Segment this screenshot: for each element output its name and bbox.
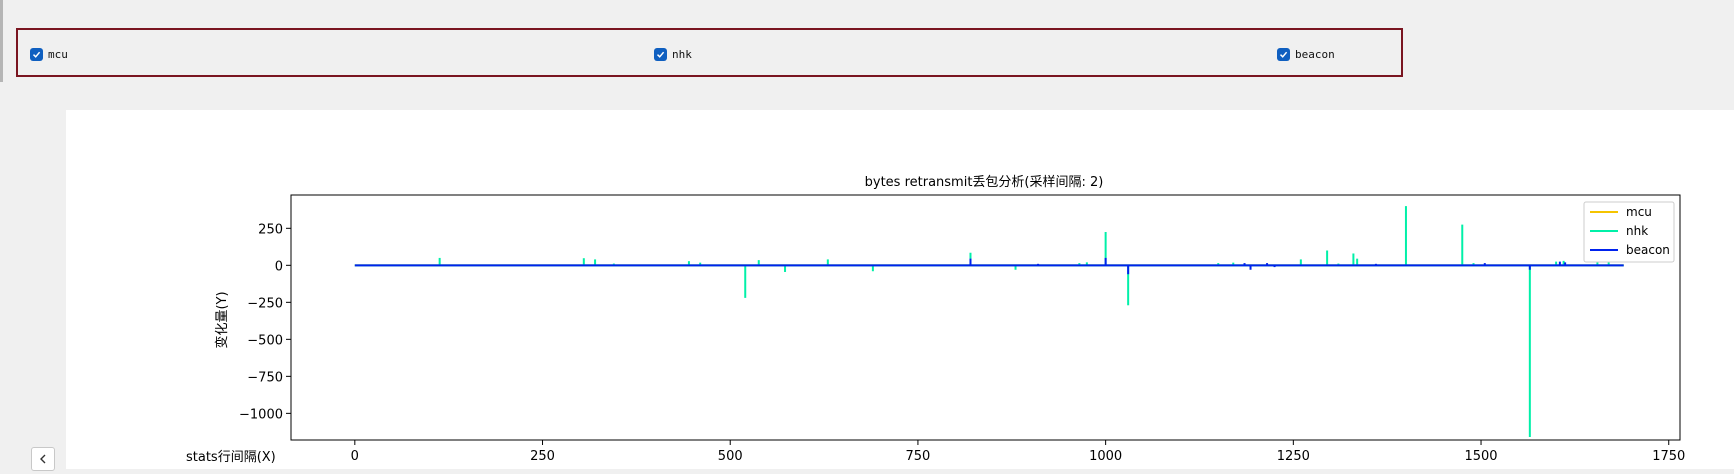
check-icon <box>32 51 41 58</box>
filter-label-nhk: nhk <box>672 48 692 61</box>
legend-beacon-label: beacon <box>1626 243 1670 257</box>
chart-panel <box>66 110 1734 469</box>
legend-mcu-label: mcu <box>1626 205 1652 219</box>
y-tick-label: −1000 <box>239 407 283 422</box>
series-beacon <box>354 257 1624 275</box>
nhk-checkbox[interactable] <box>654 48 667 61</box>
x-tick-label: 1250 <box>1277 449 1310 464</box>
series-filter-panel: mcu nhk beacon <box>16 28 1403 77</box>
check-icon <box>1279 51 1288 58</box>
beacon-checkbox[interactable] <box>1277 48 1290 61</box>
collapse-sidebar-button[interactable] <box>31 447 55 471</box>
filter-label-mcu: mcu <box>48 48 68 61</box>
x-tick-label: 0 <box>351 449 359 464</box>
y-tick-label: −750 <box>247 370 283 385</box>
y-tick-label: −250 <box>247 296 283 311</box>
legend-nhk-label: nhk <box>1626 224 1648 238</box>
filter-mcu[interactable]: mcu <box>30 48 68 61</box>
series-nhk <box>354 206 1624 438</box>
window-edge <box>0 0 3 82</box>
x-tick-label: 1750 <box>1652 449 1685 464</box>
y-tick-label: 250 <box>258 222 283 237</box>
mcu-checkbox[interactable] <box>30 48 43 61</box>
check-icon <box>656 51 665 58</box>
chevron-left-icon <box>40 454 46 464</box>
y-tick-label: 0 <box>275 259 283 274</box>
x-tick-label: 750 <box>906 449 931 464</box>
filter-beacon[interactable]: beacon <box>1277 48 1335 61</box>
x-tick-label: 1000 <box>1089 449 1122 464</box>
y-axis-label: 变化量(Y) <box>214 291 230 348</box>
chart-title: bytes retransmit丢包分析(采样间隔: 2) <box>865 175 1104 190</box>
x-tick-label: 1500 <box>1464 449 1497 464</box>
x-tick-label: 500 <box>718 449 743 464</box>
legend: mcu nhk beacon <box>1583 201 1675 263</box>
x-axis-label: stats行间隔(X) <box>186 450 276 465</box>
plot-frame <box>290 194 1681 441</box>
x-tick-label: 250 <box>530 449 555 464</box>
y-tick-label: −500 <box>247 333 283 348</box>
filter-nhk[interactable]: nhk <box>654 48 692 61</box>
filter-label-beacon: beacon <box>1295 48 1335 61</box>
